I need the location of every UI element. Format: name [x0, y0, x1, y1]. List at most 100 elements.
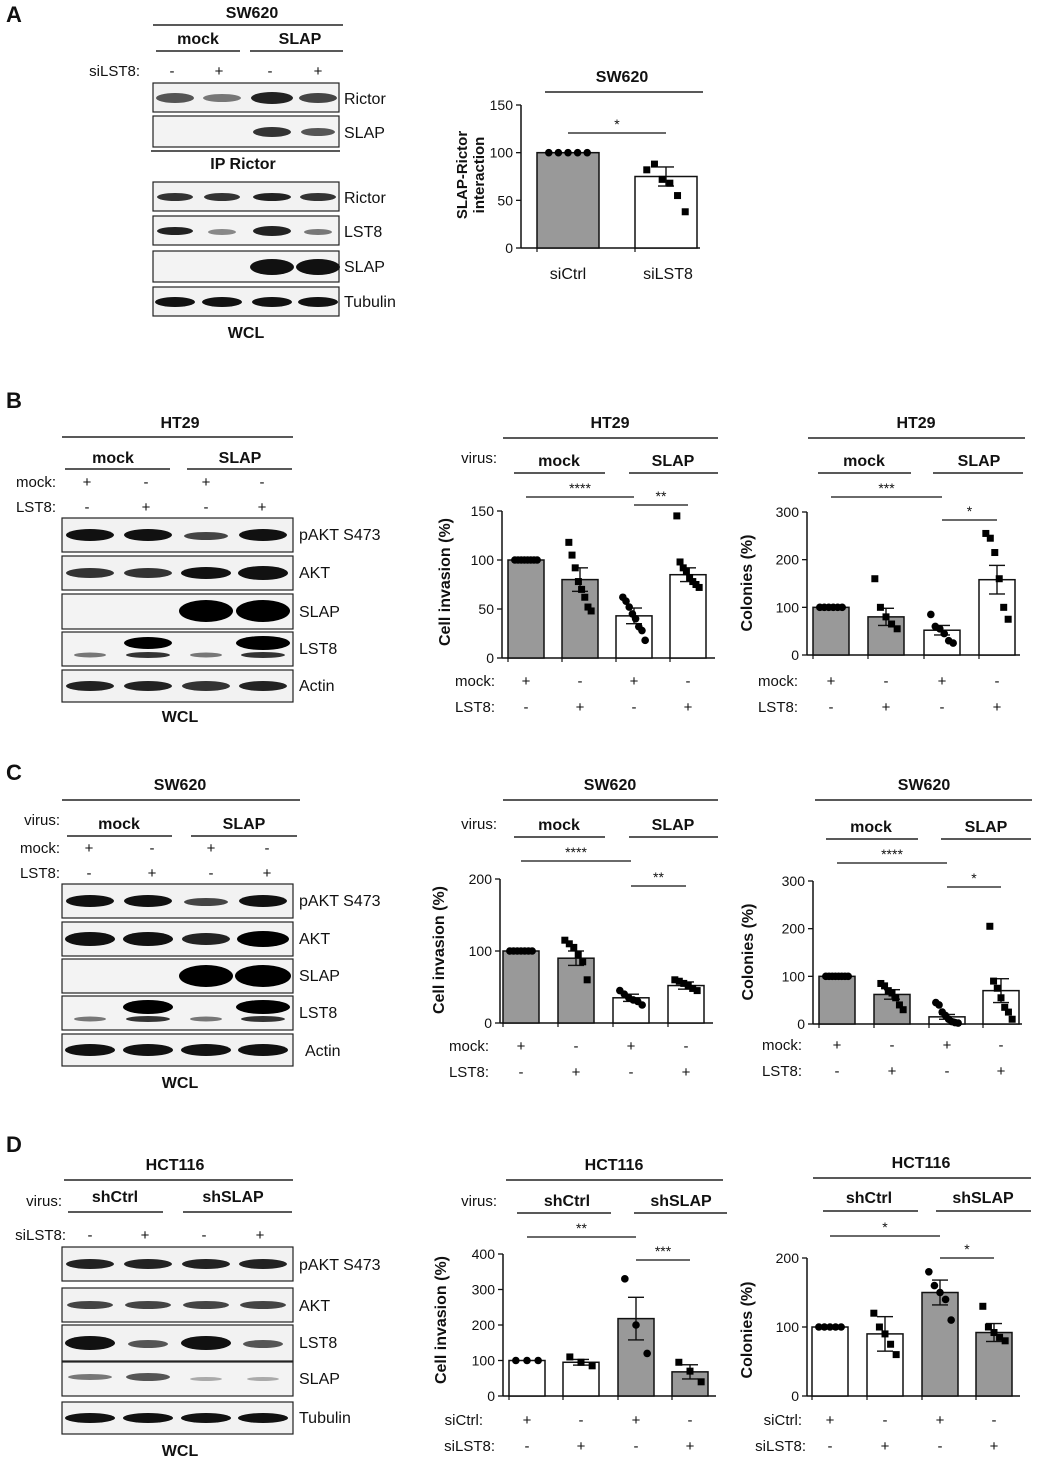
condition-sign: + [888, 1063, 897, 1080]
data-point [990, 977, 998, 985]
sign: - [150, 840, 155, 857]
sign: + [256, 1227, 265, 1244]
sign: - [265, 840, 270, 857]
condition-sign: - [995, 673, 1000, 690]
condition-sign: - [525, 1438, 530, 1455]
sign: - [260, 474, 265, 491]
blot-a-group-slap: SLAP [279, 31, 322, 48]
data-point [984, 1323, 992, 1331]
blot-a-sign: - [268, 63, 273, 80]
data-point [675, 1358, 683, 1366]
blot-b-group-mock: mock [92, 450, 134, 467]
data-point [1004, 1008, 1012, 1016]
condition-sign: - [524, 699, 529, 716]
chart-c-col-row-label: mock: [762, 1037, 802, 1054]
blot-b-group-slap: SLAP [219, 450, 262, 467]
chart-b-inv-virus-label: virus: [461, 450, 497, 467]
data-point [583, 976, 591, 984]
chart-d-col-group: shSLAP [952, 1190, 1014, 1207]
data-point [587, 607, 595, 615]
data-point [689, 984, 697, 992]
chart-c-inv-row-label: mock: [449, 1038, 489, 1055]
data-point [1008, 1015, 1016, 1023]
y-tick-label: 100 [472, 1353, 496, 1369]
data-point [675, 977, 683, 985]
data-point [875, 1323, 883, 1331]
y-tick-label: 50 [497, 192, 513, 208]
y-tick-label: 100 [469, 943, 493, 959]
condition-sign: + [686, 1438, 695, 1455]
data-point [986, 534, 994, 542]
data-point [676, 558, 684, 566]
data-point [949, 639, 957, 647]
chart-d-col-title: HCT116 [892, 1155, 951, 1172]
blot-c-row-label: LST8: [20, 865, 60, 882]
y-tick-label: 100 [776, 599, 800, 615]
data-point [820, 1323, 829, 1331]
chart-a-title: SW620 [596, 69, 649, 86]
significance-label: **** [565, 844, 587, 860]
blot-a-sign: - [170, 63, 175, 80]
blot-d-group: shSLAP [202, 1189, 264, 1206]
condition-sign: - [629, 1064, 634, 1081]
sign: - [87, 865, 92, 882]
data-point [1001, 1337, 1009, 1345]
data-point [888, 989, 896, 997]
condition-sign: - [688, 1412, 693, 1429]
sign: + [148, 865, 157, 882]
chart-b-inv-row-label: mock: [455, 673, 495, 690]
data-point [579, 958, 587, 966]
data-point [935, 624, 944, 633]
chart-b-col-row-label: LST8: [758, 699, 798, 716]
data-point [887, 1340, 895, 1348]
blot-a-wcl-caption: WCL [228, 325, 265, 342]
condition-sign: - [632, 699, 637, 716]
sign: - [209, 865, 214, 882]
condition-sign: + [936, 1412, 945, 1429]
data-point [826, 1323, 834, 1331]
blot-a-sign: + [215, 63, 224, 80]
significance-label: ** [576, 1220, 587, 1236]
data-point [578, 585, 586, 593]
blot-a-ip-caption: IP Rictor [210, 156, 276, 173]
data-point [650, 160, 658, 168]
condition-sign: - [883, 1412, 888, 1429]
panel-letter-a: A [6, 2, 22, 27]
data-point [831, 1323, 840, 1331]
y-tick-label: 200 [782, 921, 806, 937]
bar [812, 606, 850, 656]
blot-a-label-tubulin: Tubulin [344, 294, 396, 311]
data-point [544, 148, 553, 157]
bar [502, 950, 540, 1024]
blot-d-label: LST8 [299, 1335, 337, 1352]
data-point [566, 1353, 574, 1361]
y-tick-label: 100 [471, 552, 495, 568]
sign: + [85, 840, 94, 857]
chart-d-col-group: shCtrl [846, 1190, 892, 1207]
data-point [638, 626, 646, 635]
blot-a-label-lst8: LST8 [344, 224, 382, 241]
data-point [936, 1288, 944, 1297]
blot-a-label-rictor-wcl: Rictor [344, 190, 386, 207]
condition-sign: - [828, 1438, 833, 1455]
significance-label: * [614, 116, 620, 132]
chart-b-col-title: HT29 [896, 415, 935, 432]
sign: - [204, 499, 209, 516]
chart-c-inv-virus-label: virus: [461, 816, 497, 833]
significance-label: * [967, 503, 973, 519]
data-point [674, 192, 682, 200]
data-point [581, 593, 589, 601]
data-point [588, 1362, 596, 1370]
blot-d-label: AKT [299, 1298, 330, 1315]
blot-d-virus-label: virus: [26, 1193, 62, 1210]
condition-sign: + [993, 699, 1002, 716]
data-point [888, 620, 896, 628]
data-point [686, 1367, 694, 1375]
data-point [877, 979, 885, 987]
condition-sign: + [833, 1037, 842, 1054]
data-point [954, 1019, 962, 1027]
